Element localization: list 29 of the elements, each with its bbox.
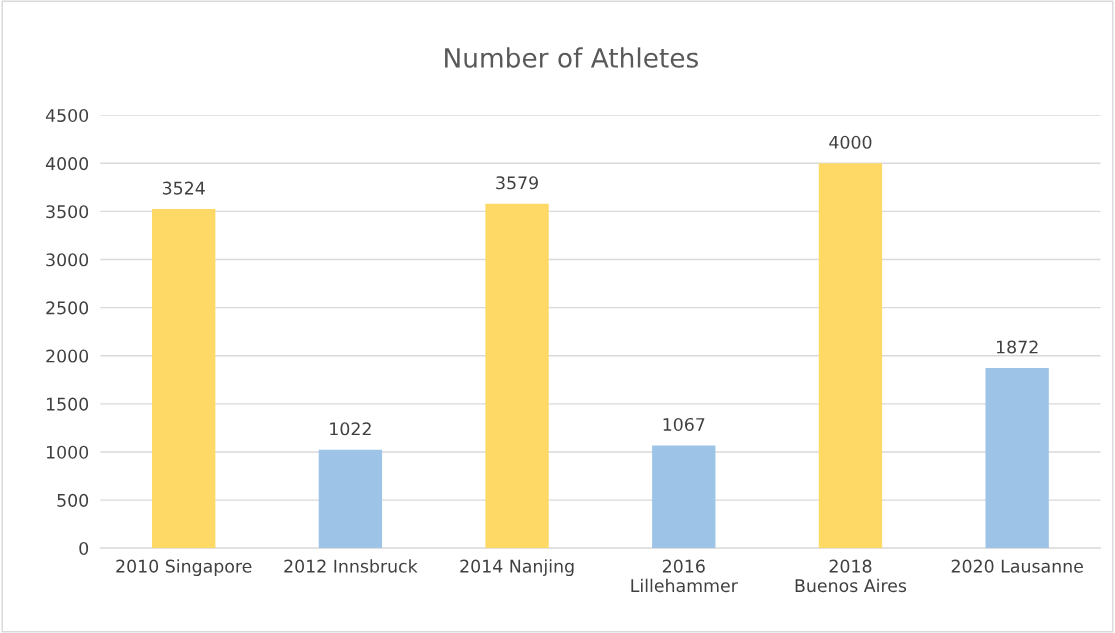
data-label: 3524: [162, 181, 205, 195]
y-tick-label: 3500: [46, 205, 89, 219]
y-tick-label: 1000: [46, 445, 89, 459]
data-label: 1022: [330, 422, 371, 436]
chart-title: Number of Athletes: [445, 47, 698, 68]
x-tick-label: 2018 Buenos Aires: [795, 559, 907, 593]
y-tick-label: 2000: [46, 349, 89, 363]
y-tick-label: 1500: [46, 397, 89, 411]
data-label: 1067: [663, 417, 705, 432]
y-tick-label: 500: [57, 493, 89, 507]
x-tick-label: 2020 Lausanne: [951, 559, 1083, 573]
y-tick-label: 0: [79, 541, 89, 556]
bar: [485, 203, 549, 549]
bar: [652, 445, 716, 549]
x-tick-label: 2014 Nanjing: [460, 559, 574, 577]
y-tick-label: 3000: [46, 253, 89, 267]
bar: [985, 368, 1049, 549]
bar: [152, 209, 216, 549]
y-tick-label: 4500: [45, 108, 89, 123]
bar: [818, 163, 883, 549]
y-tick-label: 4000: [45, 157, 89, 171]
data-label: 1872: [996, 340, 1038, 354]
x-tick-label: 2016 Lillehammer: [631, 559, 738, 593]
x-tick-label: 2012 Innsbruck: [284, 559, 418, 573]
bar: [318, 449, 383, 549]
y-tick-label: 2500: [46, 301, 89, 315]
data-label: 4000: [829, 135, 872, 149]
x-tick-label: 2010 Singapore: [116, 559, 252, 577]
data-label: 3579: [496, 176, 538, 190]
